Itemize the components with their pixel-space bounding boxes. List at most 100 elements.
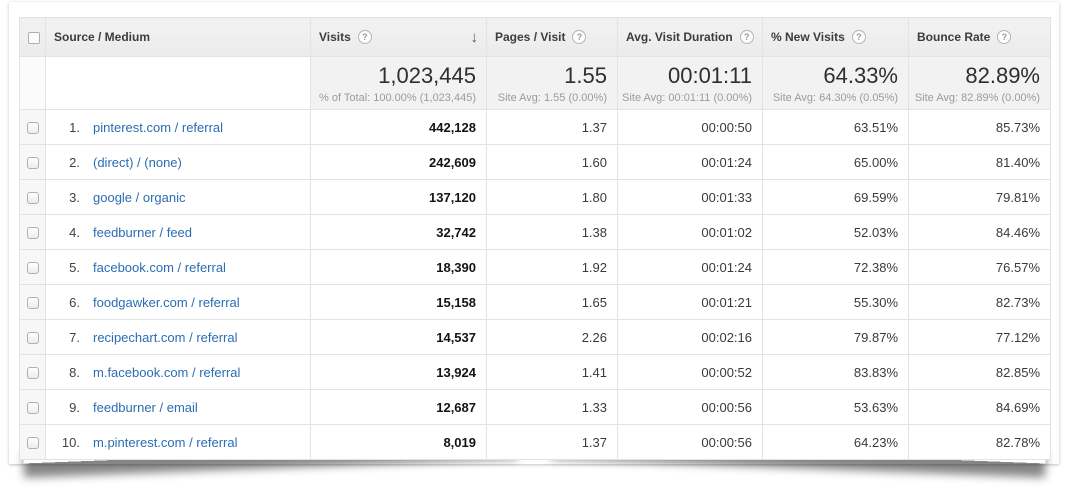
column-header-new-visits[interactable]: % New Visits ? (762, 17, 909, 57)
summary-pages-per-visit: 1.55 Site Avg: 1.55 (0.00%) (486, 56, 618, 110)
row-checkbox-cell (19, 424, 46, 460)
row-checkbox[interactable] (26, 402, 39, 415)
pages-per-visit-value: 1.37 (486, 424, 618, 460)
source-medium-link[interactable]: (direct) / (none) (93, 154, 182, 170)
source-cell: 4. feedburner / feed (45, 214, 311, 250)
row-rank: 2. (69, 154, 80, 170)
row-checkbox[interactable] (26, 367, 39, 380)
new-visits-value: 53.63% (762, 389, 909, 425)
visits-value: 137,120 (310, 179, 487, 215)
column-header-visits[interactable]: Visits ? ↓ (310, 17, 487, 57)
visits-value: 13,924 (310, 354, 487, 390)
row-checkbox[interactable] (26, 297, 39, 310)
row-checkbox[interactable] (26, 157, 39, 170)
table-row: 1. pinterest.com / referral 442,128 1.37 … (19, 109, 1051, 145)
column-label: % New Visits (771, 30, 845, 44)
pages-per-visit-value: 1.65 (486, 284, 618, 320)
summary-value: 64.33% (823, 62, 898, 88)
row-checkbox[interactable] (26, 122, 39, 135)
summary-value: 82.89% (965, 62, 1040, 88)
row-checkbox-cell (19, 214, 46, 250)
pages-per-visit-value: 1.41 (486, 354, 618, 390)
pages-per-visit-value: 1.38 (486, 214, 618, 250)
help-icon[interactable]: ? (572, 30, 587, 44)
select-all-header-cell (19, 17, 46, 57)
column-label: Pages / Visit (495, 30, 566, 44)
row-checkbox[interactable] (26, 192, 39, 205)
row-checkbox-cell (19, 354, 46, 390)
avg-duration-value: 00:00:56 (617, 424, 763, 460)
row-checkbox-cell (19, 284, 46, 320)
new-visits-value: 63.51% (762, 109, 909, 145)
source-medium-link[interactable]: m.pinterest.com / referral (93, 434, 238, 450)
bounce-rate-value: 81.40% (908, 144, 1051, 180)
table-row: 6. foodgawker.com / referral 15,158 1.65 … (19, 284, 1051, 320)
avg-duration-value: 00:01:02 (617, 214, 763, 250)
table-row: 5. facebook.com / referral 18,390 1.92 00… (19, 249, 1051, 285)
help-icon[interactable]: ? (851, 30, 866, 44)
column-header-bounce-rate[interactable]: Bounce Rate ? (908, 17, 1051, 57)
row-checkbox[interactable] (26, 227, 39, 240)
bounce-rate-value: 76.57% (908, 249, 1051, 285)
report-table-card: Source / Medium Visits ? ↓ Pages / Visit… (9, 2, 1059, 464)
bounce-rate-value: 82.73% (908, 284, 1051, 320)
pages-per-visit-value: 1.60 (486, 144, 618, 180)
summary-source-cell (45, 56, 311, 110)
source-cell: 7. recipechart.com / referral (45, 319, 311, 355)
column-header-source-medium[interactable]: Source / Medium (45, 17, 311, 57)
help-icon[interactable]: ? (997, 30, 1012, 44)
pages-per-visit-value: 1.33 (486, 389, 618, 425)
avg-duration-value: 00:01:24 (617, 144, 763, 180)
pages-per-visit-value: 1.37 (486, 109, 618, 145)
source-cell: 9. feedburner / email (45, 389, 311, 425)
summary-subtext: % of Total: 100.00% (1,023,445) (319, 91, 476, 104)
row-checkbox[interactable] (26, 332, 39, 345)
column-label: Visits (319, 30, 351, 44)
source-cell: 6. foodgawker.com / referral (45, 284, 311, 320)
source-medium-link[interactable]: google / organic (93, 189, 186, 205)
bounce-rate-value: 84.69% (908, 389, 1051, 425)
table-row: 7. recipechart.com / referral 14,537 2.26… (19, 319, 1051, 355)
table-row: 2. (direct) / (none) 242,609 1.60 00:01:2… (19, 144, 1051, 180)
source-medium-link[interactable]: feedburner / feed (93, 224, 193, 240)
table-row: 4. feedburner / feed 32,742 1.38 00:01:02… (19, 214, 1051, 250)
source-medium-link[interactable]: pinterest.com / referral (93, 119, 224, 135)
row-rank: 6. (69, 294, 80, 310)
column-label: Avg. Visit Duration (626, 30, 733, 44)
row-checkbox-cell (19, 109, 46, 145)
avg-duration-value: 00:01:21 (617, 284, 763, 320)
pages-per-visit-value: 2.26 (486, 319, 618, 355)
source-medium-link[interactable]: m.facebook.com / referral (93, 364, 241, 380)
summary-checkbox-cell (19, 56, 46, 110)
summary-bounce-rate: 82.89% Site Avg: 82.89% (0.00%) (908, 56, 1051, 110)
table-row: 10. m.pinterest.com / referral 8,019 1.37… (19, 424, 1051, 460)
summary-visits: 1,023,445 % of Total: 100.00% (1,023,445… (310, 56, 487, 110)
column-header-pages-per-visit[interactable]: Pages / Visit ? (486, 17, 618, 57)
column-header-avg-visit-duration[interactable]: Avg. Visit Duration ? (617, 17, 763, 57)
bounce-rate-value: 82.78% (908, 424, 1051, 460)
row-checkbox-cell (19, 144, 46, 180)
sort-descending-icon: ↓ (470, 28, 479, 46)
source-medium-link[interactable]: foodgawker.com / referral (93, 294, 240, 310)
visits-value: 15,158 (310, 284, 487, 320)
select-all-checkbox[interactable] (28, 31, 40, 44)
new-visits-value: 72.38% (762, 249, 909, 285)
summary-value: 1.55 (564, 62, 607, 88)
new-visits-value: 55.30% (762, 284, 909, 320)
row-rank: 10. (61, 434, 80, 450)
summary-subtext: Site Avg: 82.89% (0.00%) (914, 91, 1040, 104)
help-icon[interactable]: ? (357, 30, 372, 44)
table-row: 8. m.facebook.com / referral 13,924 1.41 … (19, 354, 1051, 390)
summary-subtext: Site Avg: 00:01:11 (0.00%) (622, 91, 752, 104)
row-checkbox[interactable] (26, 262, 39, 275)
source-medium-link[interactable]: recipechart.com / referral (93, 329, 238, 345)
visits-value: 32,742 (310, 214, 487, 250)
source-medium-link[interactable]: facebook.com / referral (93, 259, 226, 275)
visits-value: 8,019 (310, 424, 487, 460)
source-medium-link[interactable]: feedburner / email (93, 399, 198, 415)
table-row: 3. google / organic 137,120 1.80 00:01:33… (19, 179, 1051, 215)
visits-value: 14,537 (310, 319, 487, 355)
row-checkbox-cell (19, 389, 46, 425)
help-icon[interactable]: ? (739, 30, 754, 44)
row-checkbox[interactable] (26, 437, 39, 450)
